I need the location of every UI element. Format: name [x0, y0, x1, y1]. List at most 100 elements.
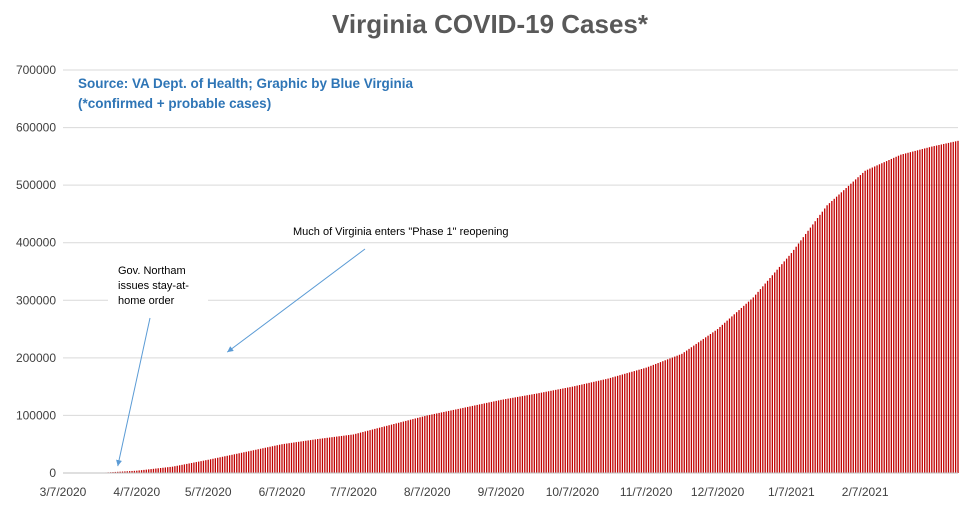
bar: [447, 410, 450, 473]
bar: [902, 154, 904, 473]
bar: [840, 192, 843, 473]
bar: [857, 177, 859, 473]
bar: [464, 407, 466, 473]
bar: [854, 179, 857, 473]
bar: [578, 385, 581, 473]
bar: [776, 269, 778, 473]
bar: [352, 434, 355, 473]
bar: [445, 411, 447, 473]
bar: [536, 393, 538, 473]
bar: [728, 318, 731, 473]
x-tick-label: 1/7/2021: [768, 485, 815, 499]
bar: [314, 439, 316, 473]
bar: [895, 156, 897, 473]
bar: [371, 429, 374, 473]
x-tick-label: 2/7/2021: [842, 485, 889, 499]
bar: [859, 175, 862, 473]
bar: [186, 463, 188, 473]
bar: [957, 140, 959, 473]
bar: [271, 446, 274, 473]
bar: [838, 194, 840, 473]
bar: [826, 205, 828, 474]
bar: [302, 441, 305, 473]
bar: [757, 291, 759, 473]
x-tick-label: 8/7/2020: [404, 485, 451, 499]
bar: [217, 457, 219, 473]
bar: [919, 149, 921, 474]
bar: [771, 275, 773, 473]
bar: [440, 412, 443, 473]
bar: [897, 155, 900, 474]
y-tick-label: 300000: [16, 293, 56, 307]
bar: [707, 335, 709, 473]
bar: [916, 150, 919, 474]
bar: [343, 435, 345, 473]
bar: [809, 227, 812, 473]
bar: [926, 147, 928, 473]
bar: [566, 387, 569, 473]
bar: [333, 436, 336, 473]
bar: [516, 396, 519, 473]
bar: [357, 433, 359, 473]
bar: [738, 310, 740, 473]
bar: [636, 370, 638, 473]
bar: [281, 444, 283, 473]
bar: [355, 433, 357, 473]
bar: [790, 253, 793, 473]
bar: [409, 419, 412, 473]
bar: [228, 455, 231, 473]
bar: [597, 380, 600, 473]
bar: [159, 468, 162, 473]
bar: [874, 166, 876, 473]
y-tick-label: 500000: [16, 178, 56, 192]
bar: [169, 466, 171, 473]
bar: [709, 334, 712, 473]
bar: [478, 404, 481, 473]
x-tick-label: 10/7/2020: [546, 485, 600, 499]
bar: [819, 214, 821, 473]
bar: [921, 149, 923, 474]
bar: [664, 360, 666, 473]
bar: [238, 453, 240, 473]
bar: [805, 233, 807, 473]
y-tick-label: 600000: [16, 121, 56, 135]
bar: [559, 388, 562, 473]
bar: [257, 449, 259, 473]
annotation-1-arrow: [116, 317, 151, 467]
bar: [814, 221, 816, 473]
bar: [935, 145, 938, 473]
bar: [321, 438, 324, 473]
bar: [869, 168, 871, 474]
bar: [683, 352, 685, 473]
bar: [519, 396, 521, 473]
bar: [493, 401, 495, 473]
bar: [495, 400, 497, 473]
bar: [397, 422, 400, 473]
bar: [412, 419, 414, 473]
bar: [133, 470, 136, 473]
bar: [631, 371, 633, 473]
y-tick-label: 700000: [16, 63, 56, 77]
bar: [764, 283, 766, 473]
bar: [331, 437, 333, 473]
x-axis-ticks: 3/7/2020 4/7/2020 5/7/2020 6/7/2020 7/7/2020…: [40, 485, 889, 499]
bar: [324, 438, 326, 473]
bar: [300, 441, 302, 473]
bar: [367, 430, 369, 473]
bar: [295, 442, 297, 473]
bar: [326, 437, 328, 473]
bar: [231, 454, 233, 473]
bar: [319, 438, 321, 473]
annotation-1-line-1: Gov. Northam: [118, 265, 186, 277]
x-tick-label: 7/7/2020: [330, 485, 377, 499]
bar: [347, 435, 350, 473]
bar: [545, 391, 547, 473]
bar: [376, 428, 378, 473]
bar: [876, 165, 878, 474]
bar: [612, 377, 614, 473]
bar: [374, 428, 376, 473]
bar: [345, 435, 347, 473]
bar: [712, 332, 714, 473]
bar: [274, 445, 276, 473]
bar: [752, 297, 754, 473]
